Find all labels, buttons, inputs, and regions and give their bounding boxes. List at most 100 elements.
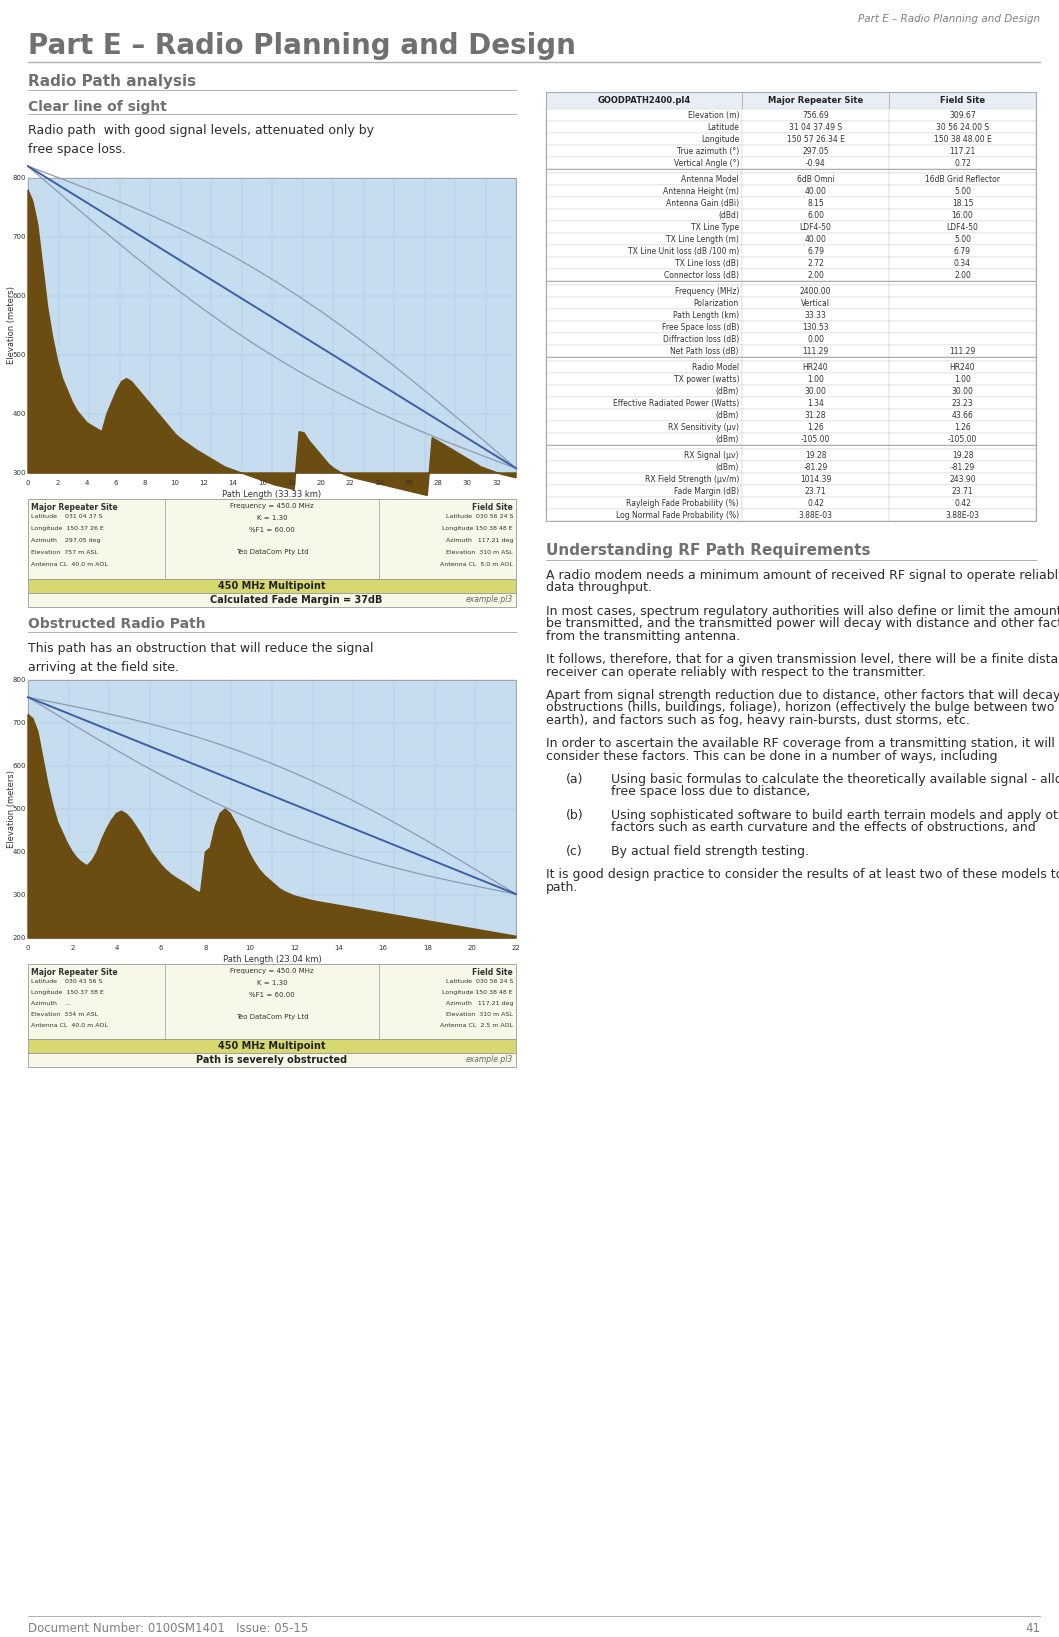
Text: Clear line of sight: Clear line of sight [28,100,167,115]
Text: Latitude    031 04 37 S: Latitude 031 04 37 S [31,514,103,519]
Bar [889,296,1036,309]
Text: Rayleigh Fade Probability (%): Rayleigh Fade Probability (%) [626,499,739,507]
Bar [546,169,742,174]
Bar [28,679,516,938]
Bar [889,498,1036,509]
Bar [742,362,889,373]
Text: Elevation  310 m ASL: Elevation 310 m ASL [446,1012,513,1017]
Bar [742,421,889,434]
Bar [889,345,1036,357]
Bar [546,385,742,398]
Text: TX Line Length (m): TX Line Length (m) [666,236,739,244]
Text: 30: 30 [463,480,471,486]
Bar [742,246,889,257]
Bar [546,157,742,169]
Text: Apart from signal strength reduction due to distance, other factors that will de: Apart from signal strength reduction due… [546,689,1059,702]
Text: Vertical: Vertical [801,300,830,308]
Text: 30.00: 30.00 [805,386,826,396]
Bar [742,385,889,398]
Text: A radio modem needs a minimum amount of received RF signal to operate reliably a: A radio modem needs a minimum amount of … [546,570,1059,583]
Text: 8: 8 [203,945,208,951]
Bar [889,373,1036,385]
Bar [889,92,1036,110]
Bar [546,257,742,268]
Bar [546,110,742,121]
Text: Latitude  030 56 24 S: Latitude 030 56 24 S [446,514,513,519]
Bar [889,285,1036,296]
Bar [742,257,889,268]
Text: 31 04 37.49 S: 31 04 37.49 S [789,123,842,133]
Text: 16dB Grid Reflector: 16dB Grid Reflector [925,175,1000,183]
Text: 500: 500 [13,352,26,359]
Text: 400: 400 [13,411,26,417]
Text: 16: 16 [378,945,388,951]
Bar [546,285,742,296]
Text: 22: 22 [511,945,520,951]
Bar [742,357,889,362]
Text: RX Signal (μv): RX Signal (μv) [684,452,739,460]
Bar [889,385,1036,398]
Text: -0.94: -0.94 [806,159,825,169]
Text: Part E – Radio Planning and Design: Part E – Radio Planning and Design [858,15,1040,25]
Text: 28: 28 [433,480,443,486]
Text: Obstructed Radio Path: Obstructed Radio Path [28,617,205,630]
Bar [742,373,889,385]
Text: %F1 = 60.00: %F1 = 60.00 [249,527,294,534]
Text: Azimuth    297.05 deg: Azimuth 297.05 deg [31,539,101,543]
Text: TX Line Unit loss (dB /100 m): TX Line Unit loss (dB /100 m) [628,247,739,255]
Bar [546,485,742,498]
Bar [742,133,889,146]
Text: 3.88E-03: 3.88E-03 [946,511,980,521]
Text: 700: 700 [13,234,26,241]
Bar [546,332,742,345]
Text: (c): (c) [566,845,582,858]
Text: 300: 300 [13,470,26,476]
Text: 1.26: 1.26 [807,422,824,432]
Text: 19.28: 19.28 [805,452,826,460]
Text: obstructions (hills, buildings, foliage), horizon (effectively the bulge between: obstructions (hills, buildings, foliage)… [546,701,1059,714]
Text: Radio path  with good signal levels, attenuated only by
free space loss.: Radio path with good signal levels, atte… [28,124,374,156]
Text: 2400.00: 2400.00 [800,286,831,296]
Bar [742,169,889,174]
Text: Net Path loss (dB): Net Path loss (dB) [670,347,739,355]
Text: 23.71: 23.71 [805,486,826,496]
Text: 111.29: 111.29 [803,347,828,355]
Bar [546,309,742,321]
Text: Calculated Fade Margin = 37dB: Calculated Fade Margin = 37dB [211,594,382,606]
Bar [546,321,742,332]
Text: 0: 0 [25,480,31,486]
Text: 2: 2 [55,480,59,486]
Text: Antenna CL  40.0 m AOL: Antenna CL 40.0 m AOL [31,1023,108,1028]
Text: 1.00: 1.00 [954,375,971,385]
Text: Longitude 150 38 48 E: Longitude 150 38 48 E [443,525,513,530]
Text: factors such as earth curvature and the effects of obstructions, and: factors such as earth curvature and the … [611,822,1036,835]
Text: 19.28: 19.28 [952,452,973,460]
Text: 309.67: 309.67 [949,111,976,120]
Bar [28,178,516,473]
Bar [546,473,742,485]
Bar [546,434,742,445]
Text: 31.28: 31.28 [805,411,826,421]
Text: This path has an obstruction that will reduce the signal
arriving at the field s: This path has an obstruction that will r… [28,642,374,673]
Text: 12: 12 [290,945,299,951]
Text: Field Site: Field Site [940,97,985,105]
Text: Antenna CL  2.5 m AOL: Antenna CL 2.5 m AOL [439,1023,513,1028]
Bar [889,485,1036,498]
Text: Understanding RF Path Requirements: Understanding RF Path Requirements [546,543,870,558]
Text: Field Site: Field Site [472,967,513,977]
Bar [742,409,889,421]
Text: consider these factors. This can be done in a number of ways, including: consider these factors. This can be done… [546,750,998,763]
Bar [889,434,1036,445]
Text: 12: 12 [199,480,209,486]
Text: Frequency = 450.0 MHz: Frequency = 450.0 MHz [230,503,313,509]
Text: 5.00: 5.00 [954,236,971,244]
Bar [889,133,1036,146]
Text: LDF4-50: LDF4-50 [947,223,979,232]
Text: 6.79: 6.79 [807,247,824,255]
Bar [889,409,1036,421]
Text: data throughput.: data throughput. [546,581,652,594]
Text: 1.34: 1.34 [807,399,824,408]
Bar [546,282,742,285]
Bar [889,282,1036,285]
Text: 4: 4 [85,480,89,486]
